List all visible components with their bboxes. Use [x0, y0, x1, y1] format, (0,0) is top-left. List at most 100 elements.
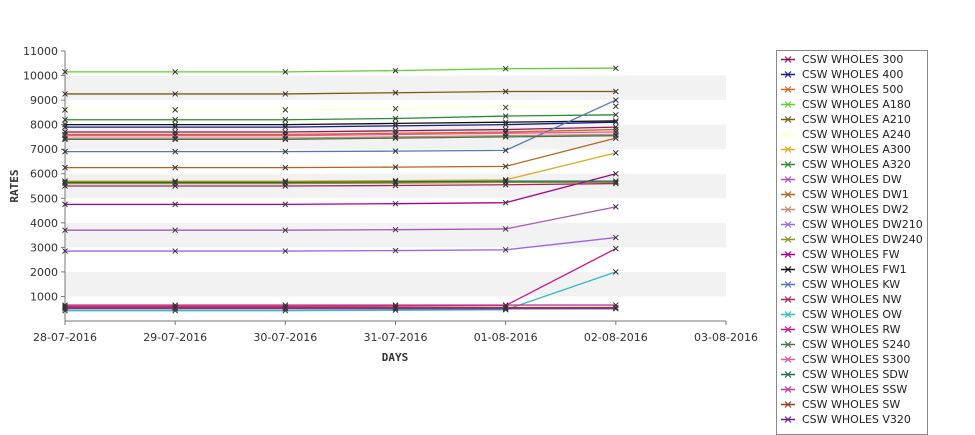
data-point-marker [282, 201, 289, 208]
series-group [62, 65, 619, 75]
data-point-marker [172, 121, 179, 128]
data-point-marker [392, 164, 399, 170]
data-point-marker [172, 148, 179, 155]
data-point-marker [62, 91, 68, 97]
data-point-marker [392, 131, 399, 138]
data-point-marker [282, 305, 289, 312]
legend-marker-icon [781, 341, 795, 348]
y-tick-label: 2000 [30, 266, 58, 279]
data-point-marker [172, 124, 179, 130]
legend-marker-icon [781, 416, 795, 423]
data-point-marker [392, 148, 399, 154]
data-point-marker [62, 116, 68, 123]
series-group [62, 170, 619, 208]
legend-item: CSW WHOLES OW [777, 307, 927, 322]
series-line [65, 180, 616, 183]
series-line [65, 121, 616, 128]
legend-label: CSW WHOLES A320 [802, 158, 911, 171]
legend-label: CSW WHOLES 300 [802, 53, 904, 66]
legend-item: CSW WHOLES DW240 [777, 232, 927, 247]
series-line [65, 120, 616, 126]
legend-label: CSW WHOLES SW [802, 398, 901, 411]
data-point-marker [612, 126, 619, 133]
series-group [62, 119, 619, 130]
data-point-marker [62, 124, 68, 130]
grid-band [65, 222, 726, 248]
legend-label: CSW WHOLES 400 [802, 68, 904, 81]
legend-item: CSW WHOLES DW2 [777, 202, 927, 217]
data-point-marker [282, 164, 289, 171]
series-lines [62, 65, 619, 314]
legend-label: CSW WHOLES V320 [802, 413, 911, 426]
data-point-marker [612, 129, 619, 135]
legend-item: CSW WHOLES A300 [777, 142, 927, 157]
legend-item: CSW WHOLES 300 [777, 52, 927, 67]
series-line [65, 181, 616, 185]
legend-marker-icon [781, 266, 795, 273]
series-line [65, 182, 616, 187]
data-point-marker [172, 305, 179, 312]
data-point-marker [62, 148, 68, 155]
legend-marker-icon [781, 146, 795, 153]
y-axis-title: RATES [8, 169, 21, 202]
data-point-marker [502, 119, 509, 126]
data-point-marker [62, 248, 68, 254]
y-tick-label: 7000 [30, 143, 58, 156]
data-point-marker [172, 227, 179, 234]
data-point-marker [392, 115, 399, 122]
series-group [62, 305, 619, 312]
legend-item: CSW WHOLES NW [777, 292, 927, 307]
series-group [62, 304, 619, 311]
legend-label: CSW WHOLES S240 [802, 338, 911, 351]
data-point-marker [612, 234, 619, 241]
series-line [65, 236, 616, 252]
legend-item: CSW WHOLES DW210 [777, 217, 927, 232]
legend-marker-icon [781, 356, 795, 363]
legend-label: CSW WHOLES DW210 [802, 218, 923, 231]
series-line [65, 133, 616, 139]
data-point-marker [612, 111, 619, 118]
legend-marker-icon [781, 191, 795, 198]
legend-item: CSW WHOLES DW [777, 172, 927, 187]
legend-item: CSW WHOLES KW [777, 277, 927, 292]
y-tick-label: 11000 [23, 45, 58, 58]
x-tick-label: 01-08-2016 [474, 331, 538, 344]
data-point-marker [502, 130, 509, 137]
data-point-marker [282, 121, 289, 128]
legend-marker-icon [781, 131, 795, 138]
legend-item: CSW WHOLES S240 [777, 337, 927, 352]
data-point-marker [612, 97, 619, 103]
legend-item: CSW WHOLES SSW [777, 382, 927, 397]
legend-label: CSW WHOLES DW240 [802, 233, 923, 246]
legend-item: CSW WHOLES A180 [777, 97, 927, 112]
data-point-marker [502, 163, 509, 170]
legend-marker-icon [781, 176, 795, 183]
legend-label: CSW WHOLES S300 [802, 353, 911, 366]
series-group [62, 129, 619, 139]
series-line [65, 131, 616, 137]
legend-label: CSW WHOLES A300 [802, 143, 911, 156]
data-point-marker [172, 107, 179, 113]
y-tick-label: 10000 [23, 70, 58, 83]
y-axis-ticks: 1000 2000 3000 4000 5000 6000 7000 8000 9000 1000… [23, 45, 65, 303]
legend-marker-icon [781, 116, 795, 123]
data-point-marker [502, 199, 509, 206]
data-point-marker [612, 88, 619, 95]
legend-label: CSW WHOLES DW1 [802, 188, 909, 201]
data-point-marker [502, 178, 509, 184]
y-tick-label: 6000 [30, 168, 58, 181]
data-point-marker [172, 91, 179, 97]
data-point-marker [62, 305, 68, 312]
data-point-marker [612, 65, 619, 72]
data-point-marker [282, 179, 289, 186]
legend-label: CSW WHOLES DW2 [802, 203, 909, 216]
data-point-marker [612, 103, 619, 110]
legend-item: CSW WHOLES SDW [777, 367, 927, 382]
data-point-marker [502, 246, 509, 253]
data-point-marker [612, 245, 619, 252]
data-point-marker [62, 107, 68, 113]
y-tick-label: 9000 [30, 94, 58, 107]
series-line [65, 114, 616, 121]
legend-item: CSW WHOLES 400 [777, 67, 927, 82]
data-point-marker [282, 116, 289, 123]
